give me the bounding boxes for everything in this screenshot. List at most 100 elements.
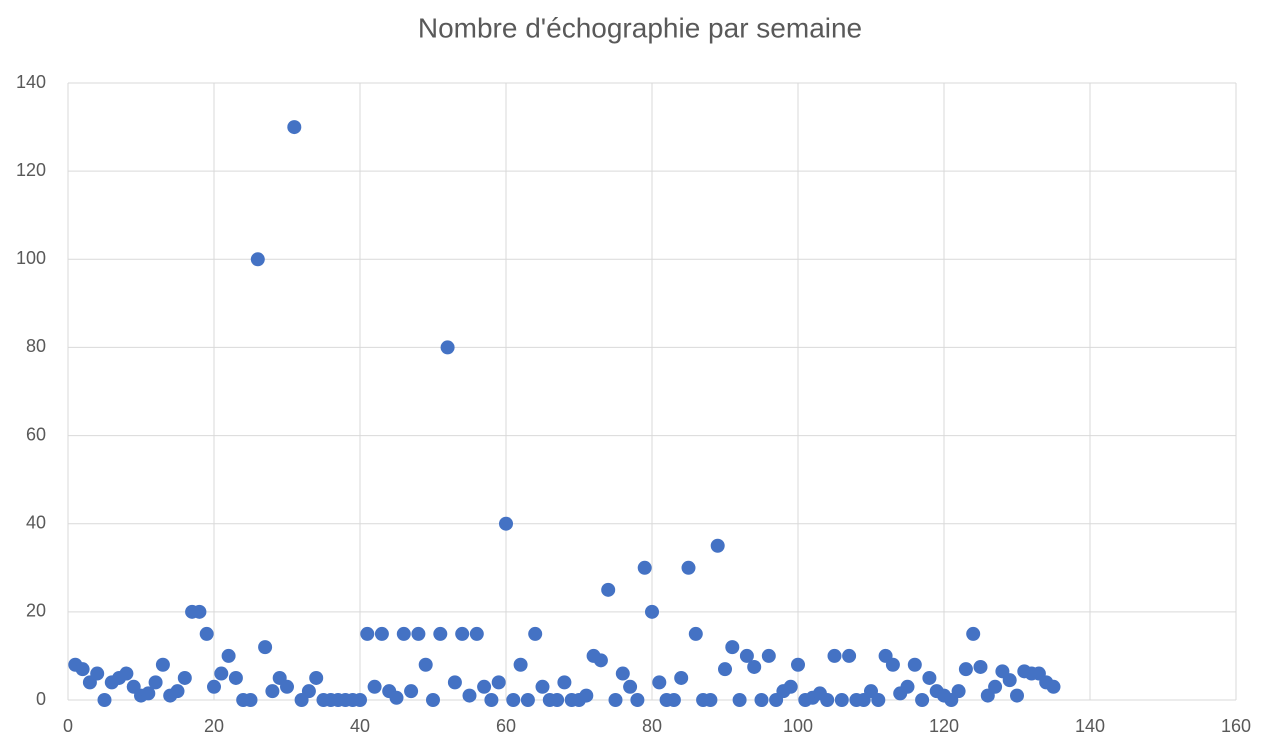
point: [141, 686, 156, 701]
point: [747, 659, 762, 674]
point: [535, 679, 550, 694]
point: [360, 626, 375, 641]
point: [301, 684, 316, 699]
point: [557, 675, 572, 690]
point: [579, 688, 594, 703]
point: [958, 662, 973, 677]
y-tick-label: 20: [26, 601, 46, 621]
point: [97, 693, 112, 707]
point: [258, 640, 273, 655]
point: [608, 693, 623, 707]
point: [710, 538, 725, 553]
point: [250, 252, 265, 267]
point: [221, 648, 236, 663]
point: [681, 560, 696, 575]
point: [637, 560, 652, 575]
point: [396, 626, 411, 641]
point: [593, 653, 608, 668]
point: [915, 693, 930, 707]
point: [90, 666, 105, 681]
x-tick-label: 100: [783, 716, 813, 736]
x-tick-label: 140: [1075, 716, 1105, 736]
point: [652, 675, 667, 690]
point: [207, 679, 221, 694]
point: [214, 666, 229, 681]
x-tick-label: 80: [642, 716, 662, 736]
y-tick-label: 40: [26, 512, 46, 532]
point: [75, 662, 90, 677]
point: [484, 693, 499, 707]
point: [630, 693, 645, 707]
point: [170, 684, 185, 699]
point: [951, 684, 966, 699]
point: [491, 675, 506, 690]
point: [550, 693, 565, 707]
point: [791, 657, 805, 672]
point: [820, 693, 835, 707]
point: [426, 693, 440, 707]
point: [674, 670, 689, 685]
point: [1046, 679, 1061, 694]
point: [666, 693, 681, 707]
point: [601, 582, 616, 597]
point: [280, 679, 294, 694]
x-tick-label: 40: [350, 716, 370, 736]
point: [148, 675, 163, 690]
point: [718, 662, 732, 677]
point: [922, 670, 937, 685]
point: [783, 679, 798, 694]
point: [418, 657, 433, 672]
point: [988, 679, 1003, 694]
point: [367, 679, 382, 694]
point: [499, 516, 513, 531]
point: [827, 648, 842, 663]
point: [688, 626, 703, 641]
point: [228, 670, 243, 685]
x-tick-label: 60: [496, 716, 516, 736]
point: [528, 626, 543, 641]
point: [462, 688, 477, 703]
point: [1002, 673, 1017, 688]
point: [265, 684, 280, 699]
point: [477, 679, 492, 694]
point: [447, 675, 462, 690]
point: [1010, 688, 1024, 703]
y-tick-label: 140: [16, 72, 46, 92]
point: [966, 626, 981, 641]
y-tick-label: 100: [16, 248, 46, 268]
y-tick-label: 80: [26, 336, 46, 356]
point: [645, 604, 659, 619]
point: [404, 684, 419, 699]
point: [615, 666, 630, 681]
x-tick-label: 0: [63, 716, 73, 736]
point: [374, 626, 389, 641]
point: [520, 693, 535, 707]
point: [353, 693, 367, 707]
point: [834, 693, 849, 707]
point: [433, 626, 448, 641]
x-tick-label: 120: [929, 716, 959, 736]
point: [900, 679, 915, 694]
point: [885, 657, 900, 672]
point: [739, 648, 754, 663]
point: [155, 657, 170, 672]
point: [703, 693, 718, 707]
y-tick-label: 120: [16, 160, 46, 180]
point: [243, 693, 258, 707]
point: [907, 657, 922, 672]
point: [761, 648, 776, 663]
point: [732, 693, 747, 707]
point: [754, 693, 769, 707]
point: [287, 120, 302, 135]
point: [623, 679, 638, 694]
point: [389, 690, 404, 705]
point: [177, 670, 192, 685]
point: [725, 640, 740, 655]
point: [506, 693, 521, 707]
point: [309, 670, 324, 685]
point: [440, 340, 455, 355]
point: [871, 693, 886, 707]
point: [469, 626, 484, 641]
chart-title: Nombre d'échographie par semaine: [418, 12, 862, 43]
